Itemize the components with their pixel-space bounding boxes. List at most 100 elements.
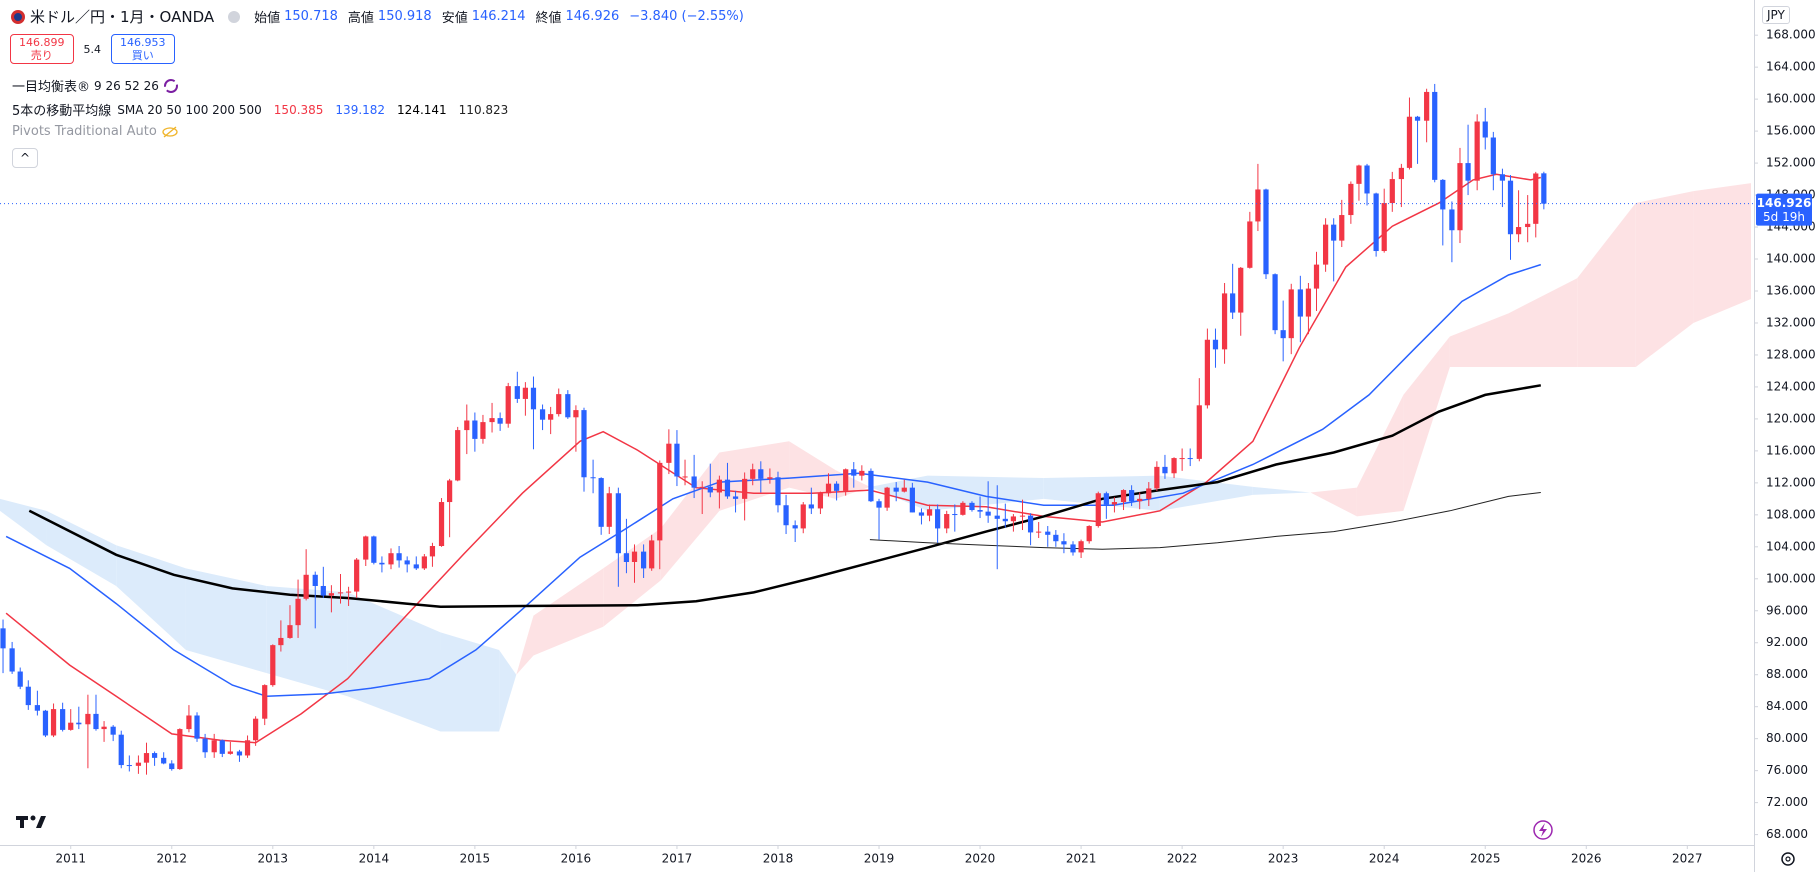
gear-center[interactable] bbox=[1785, 856, 1791, 862]
candle-body bbox=[843, 469, 849, 491]
high-label: 高値 bbox=[347, 11, 374, 26]
indicator-name[interactable]: 一目均衡表® bbox=[12, 80, 91, 95]
high-value: 150.918 bbox=[377, 9, 432, 24]
x-tick-label: 2026 bbox=[1571, 852, 1602, 866]
sell-label[interactable]: 売り bbox=[30, 49, 53, 62]
buy-button[interactable]: 146.953 買い bbox=[111, 34, 175, 64]
reload-icon[interactable] bbox=[163, 78, 179, 94]
y-tick-label: 136.000 bbox=[1766, 283, 1816, 297]
candle-body bbox=[505, 386, 511, 424]
candle-body bbox=[893, 487, 899, 492]
candle-body bbox=[994, 515, 1000, 519]
last-price-box bbox=[1756, 193, 1812, 226]
candle-body bbox=[1398, 167, 1404, 180]
trade-row: 146.899 売り 5.4 146.953 買い bbox=[10, 34, 175, 64]
candle-body bbox=[1406, 116, 1413, 168]
y-tick-label: 84.000 bbox=[1766, 699, 1808, 713]
candle-body bbox=[1078, 541, 1084, 553]
y-tick-label: 116.000 bbox=[1766, 443, 1816, 457]
candle-body bbox=[1111, 502, 1118, 505]
candle-body bbox=[1187, 458, 1193, 460]
alert-bolt[interactable] bbox=[1539, 823, 1547, 837]
sell-price[interactable]: 146.899 bbox=[19, 36, 65, 49]
candle-body bbox=[270, 645, 276, 686]
y-tick-label: 164.000 bbox=[1766, 60, 1816, 74]
candle-body bbox=[25, 686, 31, 706]
candle-body bbox=[775, 477, 781, 506]
cloud-segment bbox=[1159, 475, 1253, 511]
pivots-legend: Pivots Traditional Auto bbox=[12, 124, 179, 139]
y-tick-label: 108.000 bbox=[1766, 507, 1816, 521]
candle-body bbox=[1221, 293, 1228, 350]
candle-body bbox=[530, 387, 537, 410]
candle-body bbox=[1120, 490, 1127, 503]
candle-body bbox=[1230, 293, 1236, 313]
candle-body bbox=[716, 479, 722, 493]
alert-icon[interactable] bbox=[1533, 820, 1553, 840]
candle-body bbox=[1019, 515, 1026, 517]
candle-body bbox=[851, 469, 857, 476]
cloud-segment bbox=[1310, 487, 1357, 517]
candle-body bbox=[1322, 224, 1329, 265]
eye[interactable] bbox=[162, 126, 178, 137]
candle-body bbox=[354, 559, 360, 592]
candle-body bbox=[876, 501, 882, 508]
x-tick-label: 2012 bbox=[156, 852, 187, 866]
alert-circle[interactable] bbox=[1533, 820, 1553, 840]
candle-body bbox=[429, 546, 436, 557]
candle-body bbox=[194, 715, 200, 739]
reload[interactable] bbox=[163, 78, 178, 93]
x-tick-label: 2015 bbox=[460, 852, 491, 866]
spread: 5.4 bbox=[83, 42, 102, 56]
candle-body bbox=[615, 493, 621, 554]
symbol[interactable]: 米ドル／円・1月・OANDA bbox=[30, 8, 215, 26]
candle-body bbox=[1389, 179, 1395, 204]
collapse-button[interactable]: ^ bbox=[12, 148, 38, 168]
indicator-name[interactable]: 5本の移動平均線 bbox=[12, 104, 112, 119]
candle-body bbox=[320, 585, 326, 596]
buy-label[interactable]: 買い bbox=[131, 49, 154, 62]
candle-body bbox=[808, 504, 814, 509]
time-axis-bg bbox=[0, 845, 1754, 872]
y-tick-label: 128.000 bbox=[1766, 347, 1816, 361]
candle-body bbox=[1238, 267, 1244, 313]
candle-body bbox=[783, 505, 789, 526]
candle-body bbox=[909, 487, 915, 513]
candle-body bbox=[1154, 466, 1160, 489]
candle-body bbox=[1272, 274, 1278, 331]
cloud-segment bbox=[1508, 278, 1578, 367]
sell-button[interactable]: 146.899 売り bbox=[10, 34, 74, 64]
candle-body bbox=[186, 715, 192, 730]
candle-body bbox=[1356, 165, 1362, 184]
eye-slash[interactable] bbox=[163, 126, 177, 137]
x-tick-label: 2020 bbox=[965, 852, 996, 866]
candle-body bbox=[666, 443, 672, 463]
candle-body bbox=[750, 469, 756, 479]
candle-body bbox=[1095, 493, 1101, 527]
candle-body bbox=[17, 671, 23, 687]
x-tick-label: 2022 bbox=[1167, 852, 1198, 866]
candle-body bbox=[76, 722, 82, 725]
indicator-name[interactable]: Pivots Traditional Auto bbox=[12, 124, 157, 139]
close-value: 146.926 bbox=[565, 9, 620, 24]
ma-legend-value: 150.385 bbox=[273, 102, 324, 117]
y-tick-label: 92.000 bbox=[1766, 635, 1808, 649]
settings-icon[interactable] bbox=[1781, 852, 1795, 866]
candle-body bbox=[404, 560, 410, 565]
cloud-segment bbox=[440, 632, 500, 732]
cloud-segment bbox=[185, 568, 267, 674]
logo-part bbox=[30, 815, 36, 821]
buy-price[interactable]: 146.953 bbox=[120, 36, 166, 49]
indicator-params: SMA 20 50 100 200 500 bbox=[117, 102, 262, 117]
candle-body bbox=[118, 734, 124, 766]
candle-body bbox=[657, 462, 663, 541]
currency[interactable]: JPY bbox=[1762, 6, 1790, 24]
candle-body bbox=[699, 486, 705, 488]
candle-layer bbox=[0, 83, 1547, 775]
candle-body bbox=[396, 553, 402, 561]
hidden-icon[interactable] bbox=[161, 125, 179, 139]
candle-body bbox=[674, 443, 680, 477]
candle-body bbox=[1288, 289, 1294, 339]
gear[interactable] bbox=[1781, 852, 1795, 866]
